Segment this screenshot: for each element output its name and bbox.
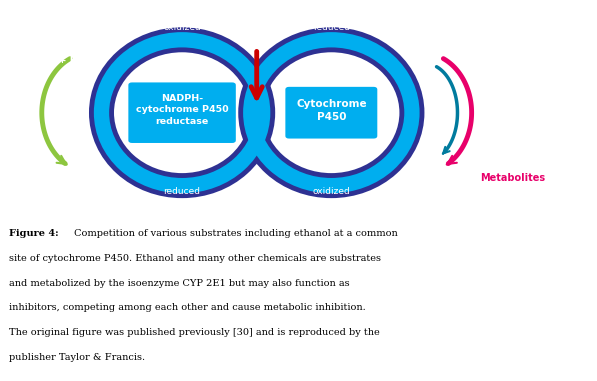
Text: Cytochrome
P450: Cytochrome P450 — [296, 99, 367, 122]
FancyBboxPatch shape — [285, 87, 377, 139]
Text: Phospholipid: Phospholipid — [236, 3, 313, 13]
Text: O₂: O₂ — [481, 102, 493, 112]
Text: The original figure was published previously [30] and is reproduced by the: The original figure was published previo… — [9, 328, 380, 337]
Text: Competition of various substrates including ethanol at a common: Competition of various substrates includ… — [72, 229, 398, 238]
Text: Drugs: Drugs — [481, 8, 511, 17]
Text: NADPH + H⁺: NADPH + H⁺ — [17, 56, 82, 65]
Text: Metabolites: Metabolites — [481, 173, 546, 183]
Text: Ethanol: Ethanol — [481, 27, 519, 35]
Text: reduced: reduced — [313, 23, 350, 32]
Text: Aliphatic: Aliphatic — [481, 82, 526, 91]
Text: inhibitors, competing among each other and cause metabolic inhibition.: inhibitors, competing among each other a… — [9, 303, 365, 312]
Text: NADP⁺: NADP⁺ — [17, 162, 52, 171]
FancyBboxPatch shape — [128, 82, 236, 143]
Text: oxidized: oxidized — [163, 23, 201, 32]
Text: and metabolized by the isoenzyme CYP 2E1 but may also function as: and metabolized by the isoenzyme CYP 2E1… — [9, 279, 349, 288]
Text: Figure 4:: Figure 4: — [9, 229, 59, 238]
Text: halogenated: halogenated — [481, 101, 544, 110]
Text: Carcinogens: Carcinogens — [481, 45, 543, 54]
Text: publisher Taylor & Francis.: publisher Taylor & Francis. — [9, 353, 145, 362]
Text: Procarcinogens: Procarcinogens — [481, 64, 559, 73]
Text: H₂O: H₂O — [481, 150, 501, 160]
Text: oxidized: oxidized — [312, 187, 350, 197]
Text: site of cytochrome P450. Ethanol and many other chemicals are substrates: site of cytochrome P450. Ethanol and man… — [9, 254, 381, 263]
Text: NADPH-
cytochrome P450
reductase: NADPH- cytochrome P450 reductase — [136, 94, 229, 126]
Text: reduced: reduced — [164, 187, 201, 197]
Text: hydrocarbons: hydrocarbons — [481, 119, 550, 128]
